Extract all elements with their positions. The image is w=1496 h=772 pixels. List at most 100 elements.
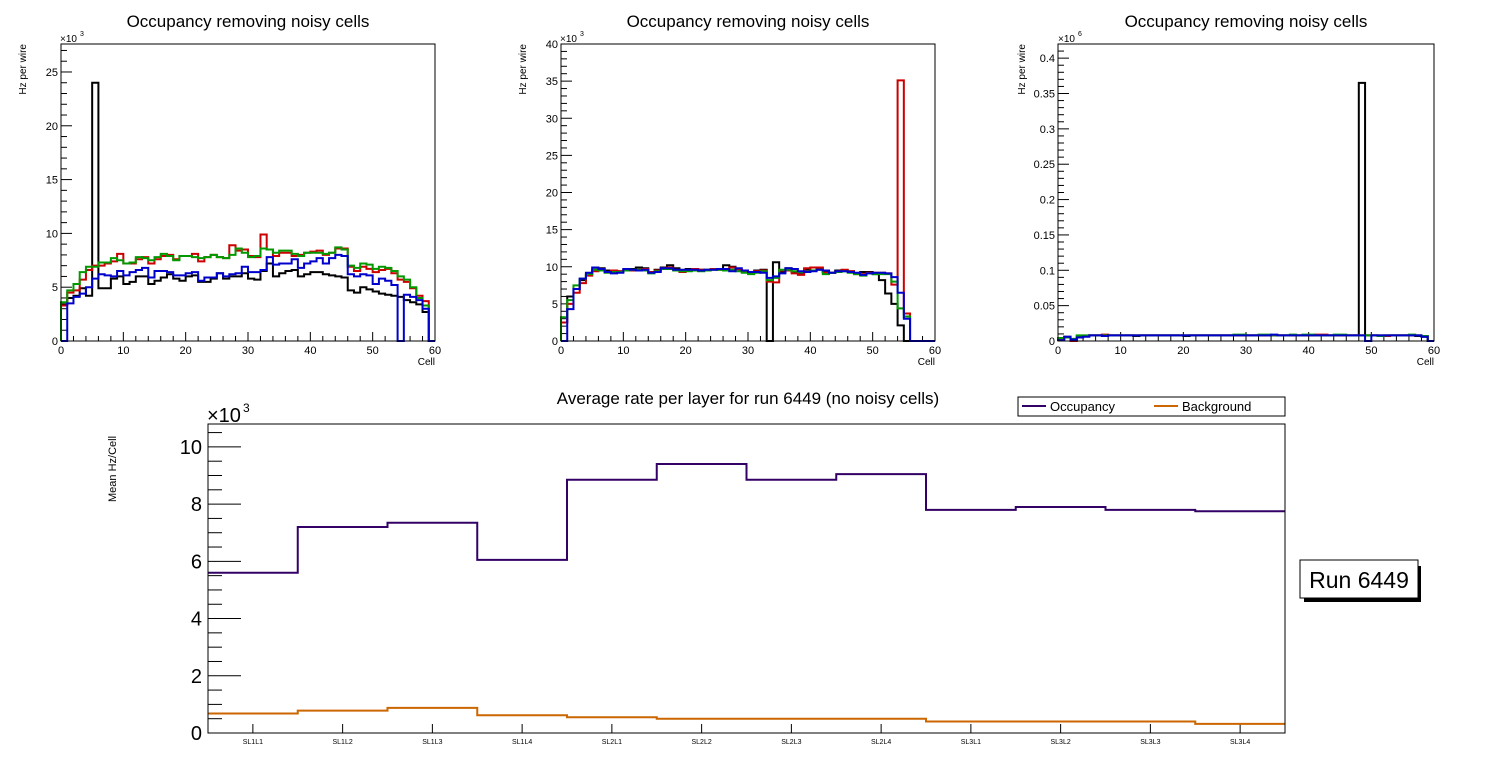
legend-box [1017, 396, 1286, 417]
x-tick-label: SL3L1 [961, 739, 981, 746]
pad2-ylabel: Hz per wire [518, 44, 529, 95]
y-tick-label: 10 [46, 228, 58, 240]
y-tick-label: 0.4 [1040, 53, 1055, 65]
x-tick-label: SL1L4 [512, 739, 532, 746]
pad4-axes: SL1L1 SL1L2 SL1L3 SL1L4 SL2L1 SL2L2 SL2L3 SL2L4… [180, 432, 1250, 746]
x-tick-label: 50 [1365, 345, 1377, 357]
series-occupancy [208, 463, 1285, 574]
pad3-ylabel: Hz per wire [1017, 44, 1028, 95]
x-tick-label: SL2L1 [602, 739, 622, 746]
y-tick-label: 6 [191, 551, 202, 573]
y-tick-label: 0 [191, 723, 202, 745]
y-tick-label: 0 [52, 336, 58, 348]
x-tick-label: 40 [1303, 345, 1315, 357]
pad1-axes: 0 10 20 30 40 50 60 0 5 10 15 20 25 [46, 49, 441, 357]
pad2-axes: 0 10 20 30 40 50 60 0 5 10 15 20 25 30 35 40 [546, 39, 941, 357]
y-tick-label: 0.35 [1034, 89, 1055, 101]
legend: Occupancy Background [1017, 396, 1286, 417]
x-tick-label: SL2L4 [871, 739, 891, 746]
series-layer-1 [1057, 81, 1434, 342]
y-tick-label: 25 [546, 150, 558, 162]
y-tick-label: 5 [52, 282, 58, 294]
series-layer-2 [60, 233, 435, 342]
x-tick-label: 30 [742, 345, 754, 357]
series-layer-4 [561, 266, 935, 342]
svg-text:×10: ×10 [207, 405, 241, 427]
pad1-xlabel: Cell [418, 357, 435, 368]
series-layer-2 [560, 79, 935, 342]
pad3-exponent: ×10 6 [1058, 31, 1082, 45]
pad3-title: Occupancy removing noisy cells [1125, 12, 1368, 31]
y-tick-label: 0.15 [1034, 230, 1055, 242]
x-tick-label: 30 [1240, 345, 1252, 357]
y-tick-label: 0.2 [1040, 195, 1055, 207]
x-tick-label: SL2L2 [692, 739, 712, 746]
legend-occupancy-label: Occupancy [1050, 399, 1116, 414]
svg-text:3: 3 [80, 31, 84, 38]
x-tick-label: 20 [1177, 345, 1189, 357]
pad2-frame [560, 43, 936, 342]
series-layer-4 [61, 253, 435, 342]
y-tick-label: 0.05 [1034, 301, 1055, 313]
y-tick-label: 4 [191, 609, 202, 631]
y-tick-label: 8 [191, 494, 202, 516]
y-tick-label: 35 [546, 76, 558, 88]
svg-text:×10: ×10 [60, 34, 77, 45]
x-tick-label: 50 [867, 345, 879, 357]
x-tick-label: 0 [1055, 345, 1061, 357]
series-background [208, 706, 1285, 725]
run-label-box: Run 6449 [1299, 559, 1421, 602]
svg-text:6: 6 [1078, 31, 1082, 38]
pad1-series [60, 81, 435, 342]
pad4-title: Average rate per layer for run 6449 (no … [557, 389, 939, 408]
pad2-title: Occupancy removing noisy cells [627, 12, 870, 31]
y-tick-label: 20 [46, 121, 58, 133]
x-tick-label: 10 [617, 345, 629, 357]
pad1-frame [60, 43, 436, 342]
x-tick-label: SL3L2 [1051, 739, 1071, 746]
pad4-ylabel: Mean Hz/Cell [107, 436, 119, 502]
series-layer-1 [60, 81, 435, 342]
y-tick-label: 10 [180, 437, 202, 459]
pad1-ylabel: Hz per wire [18, 44, 29, 95]
pad1-title: Occupancy removing noisy cells [127, 12, 370, 31]
x-tick-label: 10 [1115, 345, 1127, 357]
y-tick-label: 0.25 [1034, 159, 1055, 171]
y-tick-label: 10 [546, 262, 558, 274]
pad2-series [560, 79, 935, 342]
pad1-exponent: ×10 3 [60, 31, 84, 45]
pad3-frame [1057, 43, 1435, 342]
pad4-series [208, 463, 1285, 725]
y-tick-label: 0.1 [1040, 265, 1055, 277]
pad-1: Occupancy removing noisy cells Hz per wi… [18, 12, 441, 368]
pad-2: Occupancy removing noisy cells Hz per wi… [518, 12, 941, 368]
svg-text:3: 3 [580, 31, 584, 38]
y-tick-label: 30 [546, 113, 558, 125]
x-tick-label: SL1L1 [243, 739, 263, 746]
svg-text:3: 3 [243, 401, 250, 415]
x-tick-label: 30 [242, 345, 254, 357]
x-tick-label: 40 [304, 345, 316, 357]
x-tick-label: 60 [929, 345, 941, 357]
svg-text:×10: ×10 [560, 34, 577, 45]
x-tick-label: 60 [429, 345, 441, 357]
pad3-axes: 0 10 20 30 40 50 60 0 0.05 0.1 0.15 0.2 0.25 0.3 0.35 0… [1034, 43, 1440, 357]
y-tick-label: 2 [191, 666, 202, 688]
pad4-exponent: ×10 3 [207, 401, 250, 427]
y-tick-label: 0 [1049, 336, 1055, 348]
y-tick-label: 5 [552, 299, 558, 311]
y-tick-label: 0.3 [1040, 124, 1055, 136]
x-tick-label: SL2L3 [781, 739, 801, 746]
pad2-exponent: ×10 3 [560, 31, 584, 45]
x-tick-label: 50 [367, 345, 379, 357]
x-tick-label: SL3L3 [1140, 739, 1160, 746]
x-tick-label: SL3L4 [1230, 739, 1250, 746]
x-tick-label: 20 [680, 345, 692, 357]
series-layer-4 [1057, 333, 1434, 342]
y-tick-label: 20 [546, 188, 558, 200]
y-tick-label: 40 [546, 39, 558, 51]
y-tick-label: 25 [46, 67, 58, 79]
x-tick-label: SL1L3 [422, 739, 442, 746]
y-tick-label: 15 [546, 225, 558, 237]
